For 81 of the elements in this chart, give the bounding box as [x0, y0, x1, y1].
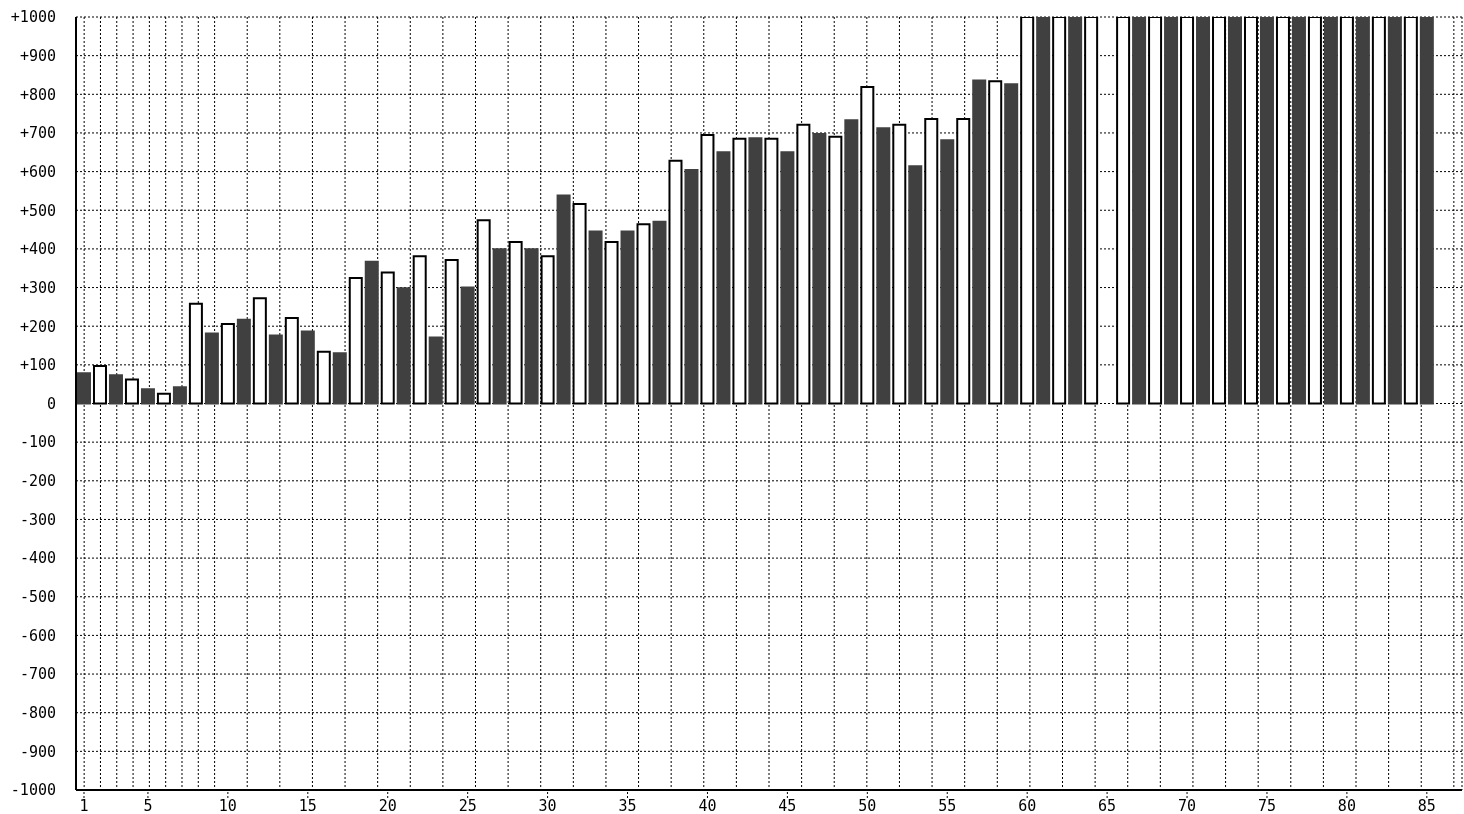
y-tick-label: +600	[19, 162, 56, 181]
bar	[972, 79, 987, 405]
bar	[1419, 17, 1434, 405]
bar	[620, 230, 635, 405]
y-tick-label: +900	[19, 46, 56, 65]
bar	[684, 169, 699, 405]
bar	[524, 248, 539, 405]
x-tick-label: 45	[778, 796, 797, 814]
bar	[1323, 17, 1338, 405]
bar	[652, 220, 667, 405]
bar	[1004, 83, 1019, 405]
y-tick-label: +1000	[10, 8, 56, 27]
bar	[140, 388, 155, 405]
x-tick-label: 50	[858, 796, 877, 814]
x-tick-label: 25	[458, 796, 477, 814]
bar	[876, 127, 891, 405]
x-tick-label: 15	[298, 796, 317, 814]
bar	[716, 151, 731, 405]
bar	[108, 374, 123, 405]
bar	[172, 386, 187, 405]
bar	[428, 336, 443, 405]
y-tick-label: +200	[19, 317, 56, 336]
bar	[396, 287, 411, 405]
bar	[780, 151, 795, 405]
bar	[268, 334, 283, 405]
bar	[204, 332, 219, 405]
y-tick-label: -400	[19, 549, 56, 568]
bar	[588, 230, 603, 405]
y-tick-label: -300	[19, 510, 56, 529]
bar	[844, 119, 859, 405]
bar	[460, 286, 475, 405]
y-tick-label: -1000	[10, 781, 56, 800]
x-tick-label: 1	[79, 796, 89, 814]
y-tick-label: +300	[19, 278, 56, 297]
bar	[812, 133, 827, 405]
bar	[1036, 17, 1051, 405]
y-tick-label: +800	[19, 85, 56, 104]
y-tick-label: -100	[19, 433, 56, 452]
bar	[1259, 17, 1274, 405]
y-tick-label: -800	[19, 704, 56, 723]
y-tick-label: 0	[46, 394, 56, 413]
x-tick-label: 55	[938, 796, 957, 814]
bar	[1228, 17, 1242, 405]
bar	[940, 139, 955, 405]
y-tick-label: -200	[19, 472, 56, 491]
y-tick-label: +400	[19, 240, 56, 259]
x-tick-label: 35	[618, 796, 637, 814]
bar	[1291, 17, 1306, 405]
x-tick-label: 65	[1098, 796, 1117, 814]
x-tick-label: 80	[1337, 796, 1356, 814]
y-tick-label: +500	[19, 201, 56, 220]
bar	[1355, 17, 1370, 405]
x-tick-label: 5	[143, 796, 153, 814]
bar	[300, 330, 315, 405]
bar	[1196, 17, 1211, 405]
x-tick-label: 30	[538, 796, 557, 814]
y-tick-label: -700	[19, 665, 56, 684]
bar	[492, 248, 507, 405]
y-tick-label: -500	[19, 588, 56, 607]
x-tick-label: 85	[1417, 796, 1436, 814]
x-tick-label: 75	[1257, 796, 1276, 814]
bar	[1387, 17, 1402, 405]
bar	[1164, 17, 1179, 405]
y-tick-label: -600	[19, 626, 56, 645]
x-tick-label: 10	[218, 796, 237, 814]
x-tick-label: 40	[698, 796, 717, 814]
bar	[1068, 17, 1083, 405]
x-tick-label: 70	[1178, 796, 1197, 814]
y-tick-label: -900	[19, 742, 56, 761]
x-tick-label: 20	[378, 796, 397, 814]
bar	[556, 194, 571, 405]
bar	[908, 165, 923, 405]
bar	[1132, 17, 1147, 405]
bar	[236, 318, 251, 405]
y-tick-label: +100	[19, 356, 56, 375]
y-tick-label: +700	[19, 124, 56, 143]
x-tick-label: 60	[1018, 796, 1037, 814]
bar	[332, 352, 347, 405]
bar	[77, 372, 91, 405]
bar	[748, 137, 763, 405]
bar	[364, 260, 379, 405]
